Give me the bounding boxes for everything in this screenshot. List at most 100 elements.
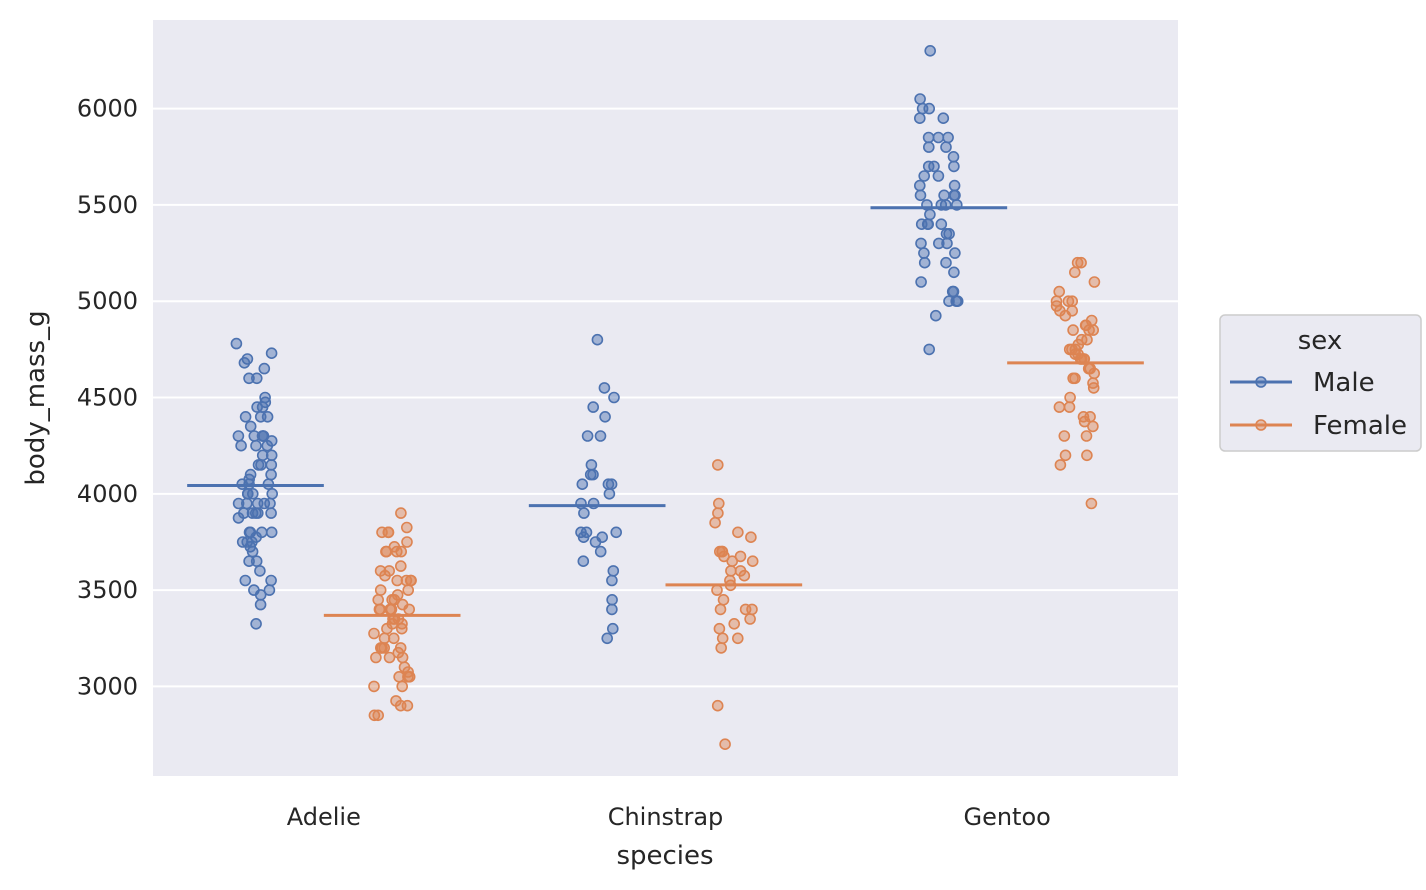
- point-female-adelie-37: [395, 622, 408, 635]
- point-male-adelie-0: [230, 337, 243, 350]
- point-male-adelie-43: [241, 497, 253, 510]
- point-male-chinstrap-28: [606, 603, 618, 616]
- point-female-adelie-20: [374, 584, 387, 596]
- point-female-chinstrap-0: [711, 459, 724, 471]
- point-male-adelie-59: [246, 545, 259, 558]
- point-female-chinstrap-11: [726, 555, 739, 568]
- y-tick-label-4500: 4500: [77, 384, 138, 412]
- point-male-gentoo-22: [948, 189, 960, 202]
- point-male-adelie-67: [254, 589, 267, 601]
- point-male-gentoo-10: [922, 141, 935, 153]
- point-male-adelie-62: [254, 565, 266, 577]
- point-male-chinstrap-25: [607, 565, 620, 577]
- point-female-gentoo-3: [1088, 276, 1101, 288]
- point-female-adelie-4: [382, 526, 395, 539]
- point-female-gentoo-0: [1075, 256, 1087, 269]
- point-female-gentoo-1: [1071, 256, 1084, 269]
- point-female-adelie-58: [401, 699, 414, 712]
- point-female-chinstrap-15: [738, 569, 751, 582]
- point-male-adelie-6: [243, 372, 255, 385]
- point-male-chinstrap-21: [577, 531, 590, 544]
- point-male-adelie-18: [256, 430, 269, 442]
- point-female-chinstrap-2: [712, 507, 724, 519]
- point-male-chinstrap-27: [606, 593, 618, 606]
- point-male-chinstrap-7: [585, 459, 598, 471]
- point-male-gentoo-5: [937, 112, 950, 124]
- point-female-gentoo-47: [1081, 449, 1093, 462]
- point-male-gentoo-42: [915, 276, 927, 288]
- point-male-adelie-13: [239, 410, 252, 423]
- point-female-gentoo-38: [1053, 401, 1066, 413]
- point-female-adelie-55: [396, 680, 409, 693]
- point-male-adelie-21: [261, 439, 274, 452]
- point-female-adelie-52: [393, 670, 405, 683]
- point-female-adelie-36: [381, 622, 393, 635]
- point-male-gentoo-39: [918, 256, 931, 269]
- point-male-gentoo-7: [942, 131, 954, 144]
- point-male-chinstrap-23: [594, 545, 607, 558]
- point-male-adelie-25: [256, 449, 269, 462]
- legend-frame: [1219, 314, 1422, 452]
- point-male-gentoo-31: [915, 218, 928, 230]
- point-female-adelie-53: [403, 670, 416, 683]
- point-female-adelie-29: [384, 603, 396, 616]
- point-female-gentoo-48: [1054, 459, 1067, 471]
- point-female-gentoo-4: [1053, 285, 1065, 298]
- point-male-chinstrap-13: [603, 487, 616, 500]
- point-female-adelie-44: [376, 642, 388, 654]
- point-male-adelie-48: [265, 507, 277, 519]
- point-female-chinstrap-27: [731, 632, 744, 645]
- point-male-chinstrap-1: [598, 382, 611, 394]
- point-male-adelie-38: [266, 487, 279, 500]
- mean-lines: [187, 206, 1144, 617]
- point-male-adelie-10: [256, 401, 269, 413]
- point-female-gentoo-45: [1058, 430, 1071, 442]
- point-female-gentoo-49: [1085, 497, 1098, 510]
- point-male-adelie-53: [265, 526, 278, 539]
- point-male-adelie-4: [258, 362, 271, 375]
- point-female-adelie-47: [370, 651, 382, 664]
- data-points: [230, 44, 1101, 751]
- point-female-gentoo-17: [1087, 324, 1099, 336]
- point-male-adelie-14: [244, 420, 257, 433]
- point-female-chinstrap-3: [709, 516, 721, 529]
- point-male-gentoo-21: [914, 189, 927, 202]
- point-male-adelie-63: [239, 574, 252, 587]
- point-male-gentoo-17: [913, 179, 926, 192]
- point-male-gentoo-13: [928, 160, 940, 173]
- point-male-adelie-27: [252, 459, 265, 471]
- point-male-gentoo-0: [924, 44, 937, 57]
- point-male-gentoo-15: [918, 170, 931, 182]
- point-male-adelie-49: [232, 512, 245, 524]
- point-male-adelie-46: [246, 507, 259, 519]
- point-female-chinstrap-12: [746, 555, 759, 568]
- point-male-gentoo-4: [913, 112, 926, 124]
- y-axis-title: body_mass_g: [21, 310, 51, 485]
- point-male-chinstrap-12: [576, 478, 589, 491]
- y-tick-labels: 3000 3500 4000 4500 5000 5500 6000: [77, 95, 138, 701]
- point-male-chinstrap-4: [599, 410, 611, 423]
- point-male-chinstrap-30: [601, 632, 614, 645]
- point-female-chinstrap-30: [719, 738, 731, 751]
- point-male-adelie-28: [265, 459, 278, 471]
- point-female-adelie-26: [403, 603, 416, 616]
- legend-label-male: Male: [1313, 368, 1375, 398]
- point-female-adelie-5: [401, 536, 413, 548]
- point-male-adelie-45: [250, 507, 262, 519]
- x-tick-label-chinstrap: Chinstrap: [608, 803, 724, 831]
- point-male-adelie-41: [264, 497, 276, 510]
- point-female-adelie-22: [372, 593, 385, 606]
- point-female-gentoo-44: [1080, 430, 1093, 442]
- point-male-chinstrap-18: [610, 526, 623, 539]
- point-male-adelie-23: [250, 439, 262, 452]
- legend-entries: Male Female: [1230, 368, 1407, 441]
- point-female-adelie-18: [400, 574, 413, 587]
- point-female-chinstrap-26: [716, 632, 729, 645]
- point-female-chinstrap-23: [744, 613, 756, 625]
- point-female-adelie-48: [396, 651, 409, 664]
- y-tick-label-5000: 5000: [77, 287, 138, 315]
- point-male-gentoo-30: [935, 218, 948, 230]
- point-male-gentoo-8: [932, 131, 945, 144]
- legend: sex Male Female: [1219, 314, 1422, 452]
